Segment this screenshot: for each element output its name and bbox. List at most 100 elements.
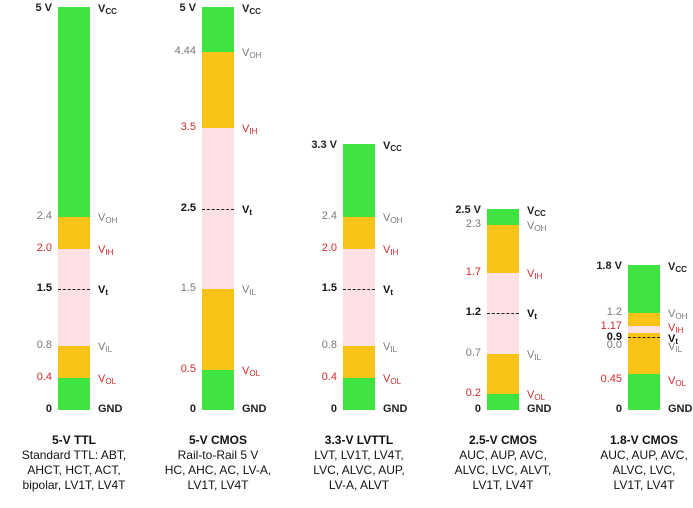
col-2-vih-value: 2.0 [321, 241, 337, 254]
col-1-low-input-zone [202, 289, 234, 370]
col-2-vih-name: VIH [383, 243, 399, 257]
col-4-caption: 1.8-V CMOS AUC, AUP, AVC, ALVC, LVC, LV1T, … [569, 433, 693, 493]
col-4-vcc-name: VCC [668, 260, 687, 274]
col-1-desc-line: LV1T, LV4T [187, 478, 249, 492]
col-0-vol-name: VOL [98, 372, 117, 386]
col-1-vil-value: 1.5 [180, 282, 196, 295]
col-3-high-output-zone [487, 208, 519, 225]
col-0-voh-name: VOH [98, 211, 118, 225]
col-2-low-input-zone [343, 345, 375, 378]
col-2-low-output-zone [343, 377, 375, 410]
col-0-vcc-value: 5 V [35, 2, 52, 14]
col-2-vil-name: VIL [383, 340, 398, 354]
col-0-vil-value: 0.8 [36, 338, 52, 351]
col-0-title: 5-V TTL [52, 433, 96, 447]
col-3-low-input-zone [487, 353, 519, 394]
col-4-voh-name: VOH [668, 308, 688, 322]
col-4-gnd-value: 0 [615, 403, 622, 415]
col-3-vih-name: VIH [527, 267, 543, 281]
col-3-vil-value: 0.7 [465, 346, 481, 359]
col-0-low-input-zone [58, 345, 90, 378]
col-3-vil-name: VIL [527, 348, 542, 362]
col-2-desc-line: LVC, ALVC, AUP, [313, 463, 405, 477]
col-2-threshold-zone [343, 248, 375, 346]
col-2-vcc-value: 3.3 V [311, 139, 337, 152]
col-0-high-input-zone [58, 216, 90, 249]
col-0-vil-name: VIL [98, 340, 113, 354]
col-0-gnd-name: GND [98, 403, 123, 415]
col-1-high-input-zone [202, 52, 234, 128]
col-1-voh-name: VOH [242, 47, 262, 61]
col-4-gnd-name: GND [668, 403, 693, 415]
col-3-vih-value: 1.7 [465, 265, 481, 278]
col-1-vih-value: 3.5 [180, 120, 196, 133]
col-4-high-output-zone [628, 264, 660, 314]
col-1-caption: 5-V CMOS Rail-to-Rail 5 V HC, AHC, AC, LV-… [143, 433, 293, 493]
col-1-high-output-zone [202, 7, 234, 53]
col-3-vcc-value: 2.5 V [455, 203, 481, 216]
col-2-voh-value: 2.4 [321, 209, 337, 222]
col-4-vt-line [628, 337, 660, 339]
col-0-voh-value: 2.4 [36, 209, 52, 222]
col-2-gnd-value: 0 [330, 403, 337, 415]
col-1-voh-value: 4.44 [174, 45, 196, 58]
col-4-vol-value: 0.45 [600, 373, 622, 386]
col-1-title: 5-V CMOS [188, 433, 247, 447]
col-3-vt-value: 1.2 [465, 306, 481, 319]
col-4-title: 1.8-V CMOS [609, 433, 678, 447]
col-3-high-input-zone [487, 224, 519, 273]
col-2-vil-value: 0.8 [321, 338, 337, 351]
col-0-low-output-zone [58, 377, 90, 410]
col-0-vih-name: VIH [98, 243, 114, 257]
col-3-vt-line [487, 313, 519, 315]
col-4-desc-line: AUC, AUP, AVC, [600, 448, 688, 462]
col-1-gnd-value: 0 [189, 403, 196, 415]
col-3-voh-name: VOH [527, 219, 547, 233]
col-2-voh-name: VOH [383, 211, 403, 225]
col-1-vil-name: VIL [242, 284, 257, 298]
col-1-desc-line: Rail-to-Rail 5 V [177, 448, 259, 462]
col-1-vt-line [202, 208, 234, 210]
col-1-vol-value: 0.5 [180, 362, 196, 375]
col-3-gnd-name: GND [527, 403, 552, 415]
col-4-vcc-value: 1.8 V [596, 259, 622, 272]
col-3-low-output-zone [487, 393, 519, 410]
col-3-vol-value: 0.2 [465, 386, 481, 399]
col-2-caption: 3.3-V LVTTL LVT, LV1T, LV4T, LVC, ALVC, AU… [284, 433, 434, 493]
col-4-vil-name: VIL [668, 341, 683, 355]
col-2-vol-value: 0.4 [321, 370, 337, 383]
col-3-desc-line: AUC, AUP, AVC, [459, 448, 547, 462]
col-2-vt-value: 1.5 [321, 282, 337, 295]
col-4-low-output-zone [628, 373, 660, 410]
col-3-voh-value: 2.3 [465, 217, 481, 230]
col-2-gnd-name: GND [383, 403, 408, 415]
col-1-vcc-value: 5 V [179, 2, 196, 14]
col-1-vcc-name: VCC [242, 3, 261, 16]
col-4-threshold-zone [628, 326, 660, 334]
col-0-vt-name: Vt [98, 284, 109, 298]
col-0-desc-line: bipolar, LV1T, LV4T [22, 478, 126, 492]
col-4-desc-line: LV1T, LV4T [613, 478, 675, 492]
col-0-caption: 5-V TTL Standard TTL: ABT, AHCT, HCT, ACT,… [0, 433, 149, 493]
col-3-gnd-value: 0 [474, 403, 481, 415]
col-0-vcc-name: VCC [98, 3, 117, 16]
col-4-vil-value: 0.0 [606, 339, 622, 352]
col-2-high-output-zone [343, 144, 375, 217]
col-2-vt-line [343, 289, 375, 291]
col-0-desc-line: AHCT, HCT, ACT, [27, 463, 121, 477]
col-1-vih-name: VIH [242, 122, 258, 136]
col-0-vt-value: 1.5 [36, 282, 52, 295]
col-2-vt-name: Vt [383, 284, 394, 298]
col-3-vol-name: VOL [527, 388, 546, 402]
col-4-desc-line: ALVC, LVC, [612, 463, 676, 477]
col-2-vol-name: VOL [383, 372, 402, 386]
col-3-vcc-name: VCC [527, 204, 546, 218]
col-4-vih-name: VIH [668, 322, 684, 336]
col-0-high-output-zone [58, 7, 90, 217]
col-1-desc-line: HC, AHC, AC, LV-A, [164, 463, 272, 477]
col-2-vcc-name: VCC [383, 140, 402, 154]
col-4-high-input-zone [628, 313, 660, 327]
col-4-voh-value: 1.2 [606, 306, 622, 319]
col-3-desc-line: LV1T, LV4T [472, 478, 534, 492]
col-4-vt-name: Vt [668, 333, 679, 347]
